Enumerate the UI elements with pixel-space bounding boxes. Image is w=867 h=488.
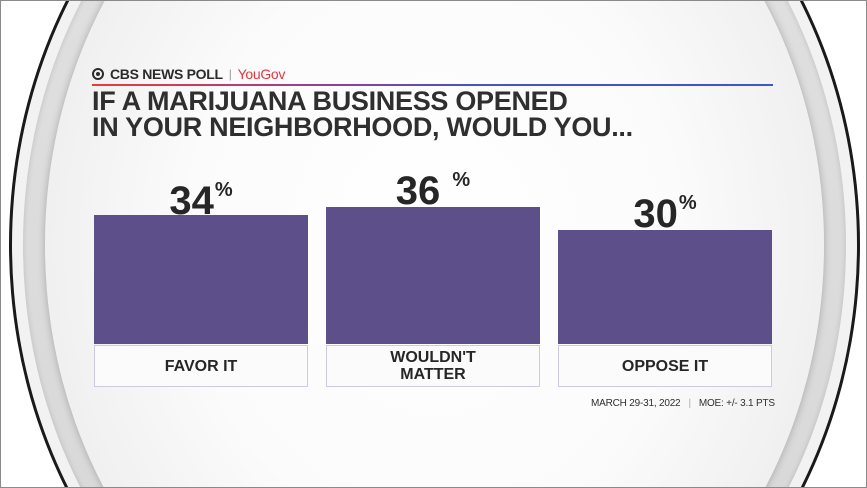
- bar: [94, 215, 308, 344]
- value-unit: %: [452, 169, 471, 191]
- brand-name: CBS NEWS POLL: [110, 66, 223, 82]
- title-line: IF A MARIJUANA BUSINESS OPENED: [92, 86, 568, 116]
- value-number: 36: [395, 169, 441, 213]
- bar-label: FAVOR IT: [94, 345, 308, 387]
- poll-footnote: MARCH 29-31, 2022 | MOE: +/- 3.1 PTS: [591, 398, 775, 409]
- label-text: MATTER: [400, 366, 466, 383]
- bar-label: OPPOSE IT: [558, 345, 772, 387]
- title-line: IN YOUR NEIGHBORHOOD, WOULD YOU...: [92, 112, 633, 142]
- poll-date: MARCH 29-31, 2022: [591, 398, 681, 409]
- bar: [558, 230, 772, 344]
- partner-name: YouGov: [237, 66, 286, 82]
- value-number: 34: [169, 179, 214, 223]
- bar-value: 30%: [558, 183, 772, 234]
- margin-of-error: MOE: +/- 3.1 PTS: [698, 398, 775, 409]
- label-text: OPPOSE IT: [621, 357, 709, 375]
- cbs-eye-logo-icon: [92, 68, 104, 80]
- bar-group-wouldnt-matter: 36 % WOULDN'T MATTER: [326, 157, 540, 388]
- value-number: 30: [633, 192, 678, 236]
- chart-title: IF A MARIJUANA BUSINESS OPENED IN YOUR N…: [92, 86, 742, 142]
- brand-header: CBS NEWS POLL | YouGov: [92, 66, 285, 82]
- bar-label: WOULDN'T MATTER: [326, 345, 540, 387]
- label-text: FAVOR IT: [164, 357, 238, 375]
- footnote-separator: |: [688, 398, 691, 409]
- bar-value: 34%: [94, 170, 308, 221]
- bar-group-favor: 34% FAVOR IT: [94, 165, 308, 388]
- bar: [326, 207, 540, 344]
- bar-group-oppose: 30% OPPOSE IT: [558, 180, 772, 388]
- header-divider: [92, 84, 773, 86]
- bar-value: 36 %: [326, 160, 540, 211]
- value-unit: %: [678, 192, 697, 214]
- value-unit: %: [214, 179, 233, 201]
- brand-separator: |: [228, 67, 232, 81]
- label-text: WOULDN'T: [390, 349, 476, 366]
